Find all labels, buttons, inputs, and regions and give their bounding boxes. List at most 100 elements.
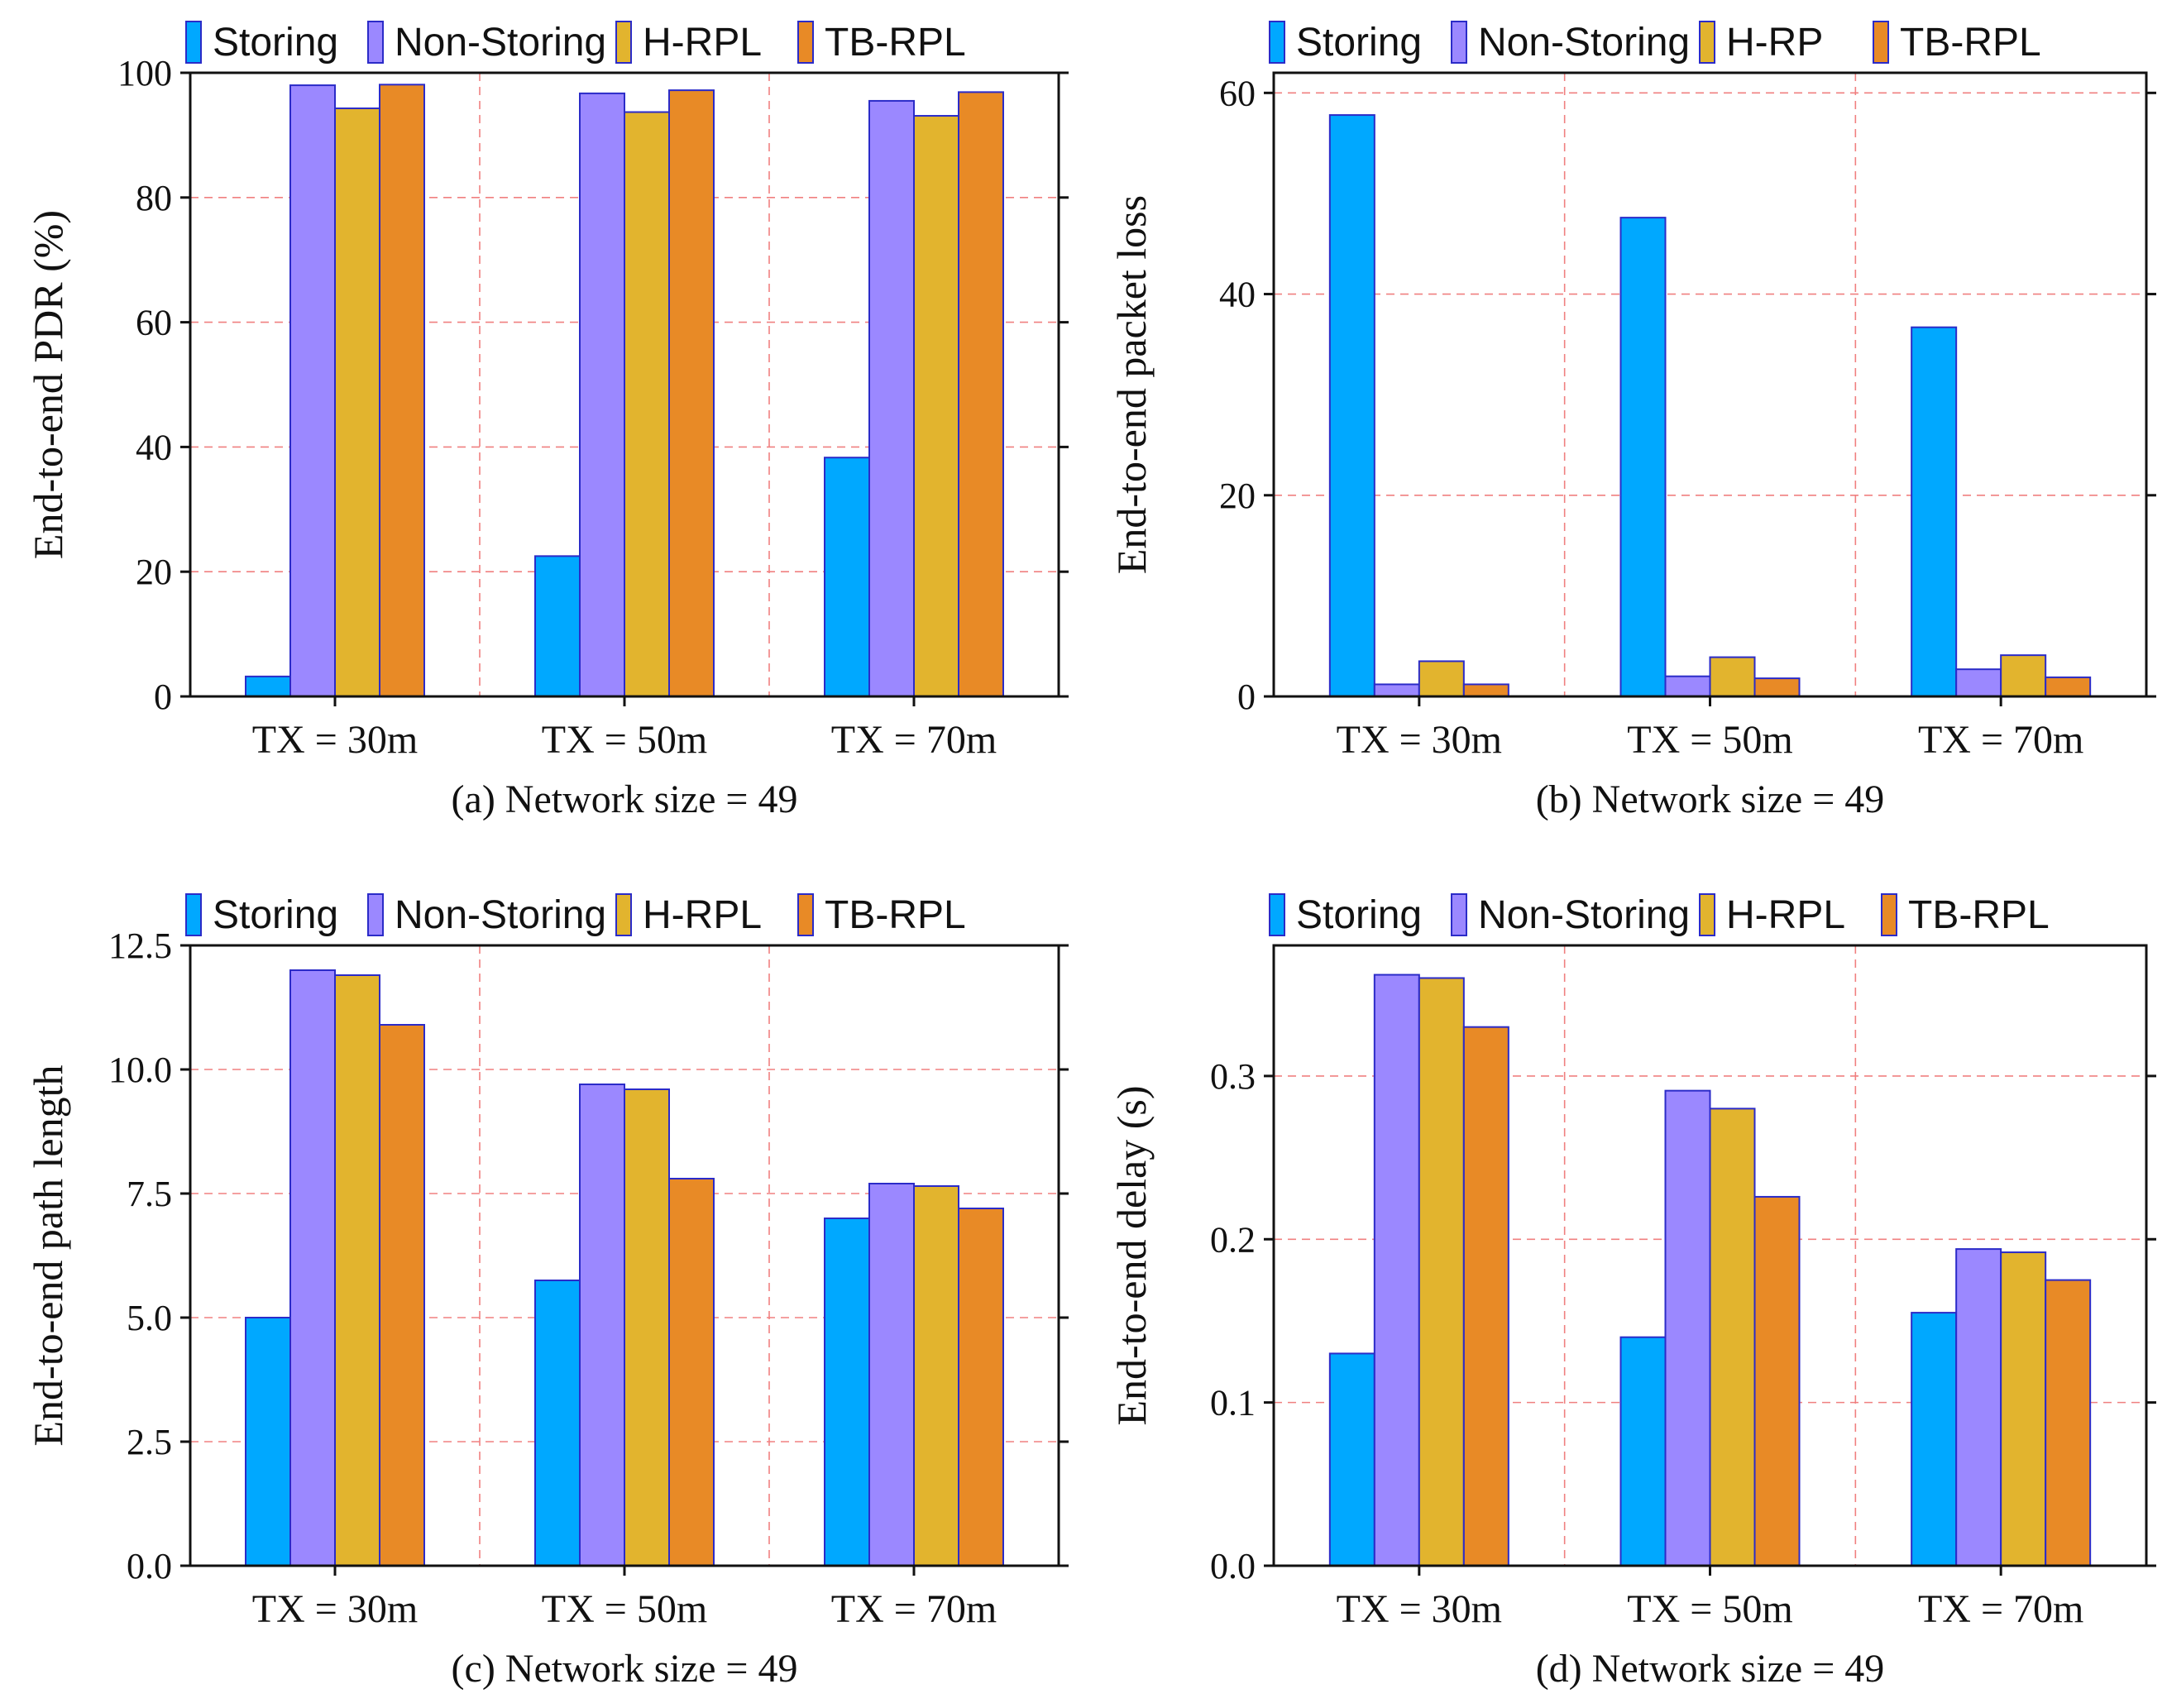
legend-swatch-storing	[185, 21, 202, 64]
bar-h-rpl-3[interactable]	[2000, 1251, 2047, 1567]
y-tick-label: 7.5	[127, 1174, 172, 1214]
plot-frame	[1272, 71, 2148, 698]
legend-swatch-h-rpl	[1699, 21, 1715, 64]
bar-tb-rpl-3[interactable]	[2045, 1279, 2092, 1567]
legend-label: H-RPL	[643, 21, 762, 65]
y-tick-label: 20	[136, 552, 172, 592]
y-tick-label: 20	[1219, 476, 1256, 516]
x-tick-label: TX = 70m	[831, 718, 997, 762]
panel-caption: (b) Network size = 49	[1536, 777, 1885, 821]
bar-tb-rpl-2[interactable]	[1753, 1195, 1801, 1567]
y-tick-label: 0.3	[1210, 1056, 1256, 1097]
legend-label: TB-RPL	[825, 21, 966, 65]
legend-label: H-RP	[1726, 21, 1823, 65]
bar-non-storing-1[interactable]	[1373, 974, 1420, 1567]
panel-caption: (c) Network size = 49	[452, 1647, 798, 1691]
bar-tb-rpl-1[interactable]	[379, 1024, 425, 1567]
bar-tb-rpl-1[interactable]	[379, 84, 425, 698]
legend-label: TB-RPL	[1900, 21, 2041, 65]
x-tick-label: TX = 50m	[542, 1587, 707, 1631]
bar-h-rpl-1[interactable]	[334, 107, 380, 697]
bar-non-storing-1[interactable]	[289, 969, 336, 1567]
bar-h-rpl-3[interactable]	[913, 115, 959, 697]
bar-storing-3[interactable]	[824, 1218, 870, 1567]
y-tick-label: 0	[154, 677, 172, 717]
bar-storing-2[interactable]	[534, 555, 581, 697]
legend: Storing Non-Storing H-RP TB-RPL	[1269, 21, 2041, 65]
legend-label: TB-RPL	[825, 893, 966, 937]
legend-swatch-h-rpl	[615, 893, 632, 936]
legend-swatch-h-rpl	[615, 21, 632, 64]
bar-storing-1[interactable]	[245, 675, 291, 698]
legend-swatch-non-storing	[367, 21, 384, 64]
bar-storing-2[interactable]	[1619, 217, 1667, 698]
legend-swatch-tb-rpl	[1881, 893, 1897, 936]
bar-h-rpl-1[interactable]	[334, 974, 380, 1567]
bar-tb-rpl-3[interactable]	[2045, 676, 2092, 698]
bar-non-storing-3[interactable]	[868, 99, 915, 698]
x-tick-label: TX = 50m	[1627, 1587, 1792, 1631]
bar-h-rpl-3[interactable]	[913, 1185, 959, 1567]
bar-non-storing-3[interactable]	[1955, 1248, 2002, 1567]
bar-non-storing-3[interactable]	[868, 1183, 915, 1567]
y-axis-label: End-to-end path length	[25, 1065, 71, 1447]
x-tick-label: TX = 30m	[1337, 718, 1502, 762]
legend-swatch-storing	[1269, 893, 1285, 936]
bar-non-storing-3[interactable]	[1955, 668, 2002, 697]
y-axis-label: End-to-end PDR (%)	[25, 210, 71, 559]
x-tick-label: TX = 70m	[831, 1587, 997, 1631]
legend-label: H-RPL	[643, 893, 762, 937]
bar-tb-rpl-3[interactable]	[958, 1208, 1004, 1567]
y-tick-label: 10.0	[108, 1050, 172, 1090]
x-tick-label: TX = 30m	[252, 718, 418, 762]
legend-label: Non-Storing	[1478, 21, 1690, 65]
legend-label: Storing	[1296, 893, 1422, 937]
bar-h-rpl-1[interactable]	[1418, 977, 1465, 1567]
legend-label: Storing	[1296, 21, 1422, 65]
legend-label: Non-Storing	[395, 21, 606, 65]
bar-h-rpl-2[interactable]	[1709, 1108, 1756, 1567]
y-tick-label: 40	[136, 427, 172, 467]
bar-non-storing-2[interactable]	[1664, 1089, 1711, 1567]
bar-tb-rpl-2[interactable]	[1753, 677, 1801, 698]
legend-label: Storing	[213, 893, 338, 937]
legend-swatch-tb-rpl	[1873, 21, 1889, 64]
bar-tb-rpl-2[interactable]	[668, 89, 715, 697]
bar-non-storing-2[interactable]	[579, 92, 625, 697]
bar-tb-rpl-3[interactable]	[958, 91, 1004, 697]
bar-h-rpl-2[interactable]	[624, 111, 670, 697]
bar-storing-2[interactable]	[534, 1280, 581, 1567]
bar-tb-rpl-2[interactable]	[668, 1178, 715, 1567]
y-tick-label: 0	[1237, 677, 1256, 717]
legend-label: Non-Storing	[1478, 893, 1690, 937]
bar-storing-3[interactable]	[824, 457, 870, 698]
bar-h-rpl-1[interactable]	[1418, 660, 1465, 698]
x-tick-label: TX = 70m	[1918, 718, 2083, 762]
bar-storing-2[interactable]	[1619, 1336, 1667, 1567]
panel-caption: (d) Network size = 49	[1536, 1647, 1885, 1691]
y-tick-label: 60	[136, 303, 172, 343]
x-tick-label: TX = 30m	[252, 1587, 418, 1631]
panel-d: 0.0 0.1 0.2 0.3 TX = 30m TX = 50m TX = 70m End-…	[1108, 893, 2156, 1691]
bar-storing-1[interactable]	[1328, 1352, 1375, 1567]
legend-swatch-storing	[185, 893, 202, 936]
bar-non-storing-1[interactable]	[289, 84, 336, 697]
y-tick-label: 0.2	[1210, 1219, 1256, 1260]
y-tick-label: 40	[1219, 275, 1256, 315]
bar-storing-1[interactable]	[1328, 114, 1375, 698]
bar-h-rpl-2[interactable]	[1709, 656, 1756, 698]
legend-label: Non-Storing	[395, 893, 606, 937]
bar-non-storing-1[interactable]	[1373, 683, 1420, 697]
bar-non-storing-2[interactable]	[579, 1084, 625, 1567]
y-tick-label: 80	[136, 178, 172, 218]
bar-h-rpl-3[interactable]	[2000, 654, 2047, 698]
bar-storing-3[interactable]	[1911, 1312, 1958, 1567]
bar-non-storing-2[interactable]	[1664, 675, 1711, 698]
bar-tb-rpl-1[interactable]	[1462, 683, 1509, 697]
bar-storing-1[interactable]	[245, 1317, 291, 1567]
bar-tb-rpl-1[interactable]	[1462, 1026, 1509, 1567]
bar-storing-3[interactable]	[1911, 326, 1958, 697]
legend: Storing Non-Storing H-RPL TB-RPL	[185, 21, 966, 65]
bar-h-rpl-2[interactable]	[624, 1088, 670, 1567]
